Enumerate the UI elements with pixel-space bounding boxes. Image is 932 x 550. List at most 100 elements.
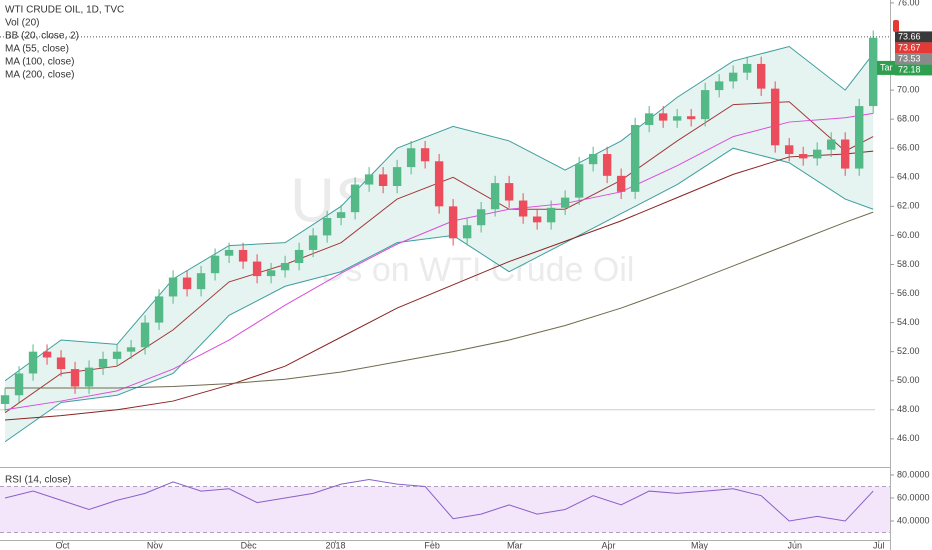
legend-indicator: Vol (20) [5, 18, 39, 29]
candle-body [700, 90, 710, 120]
candle-body [392, 167, 402, 186]
x-tick-label: Mar [507, 540, 523, 550]
candle-body [658, 113, 668, 121]
candle-body [252, 261, 262, 277]
candle-body [854, 106, 864, 169]
x-tick-label: Jun [788, 540, 803, 550]
candle-body [798, 154, 808, 159]
y-tick-label: 54.00 [897, 317, 920, 327]
candle-body [238, 249, 248, 262]
candle-body [602, 154, 612, 176]
candle-body [378, 174, 388, 186]
candle-body [182, 277, 192, 290]
candle-body [630, 124, 640, 192]
candle-body [336, 212, 346, 218]
candle-body [686, 116, 696, 120]
indicator-line [5, 150, 874, 421]
candle-body [420, 148, 430, 162]
x-tick-label: Jul [873, 540, 885, 550]
x-tick-label: 2018 [325, 540, 345, 550]
y-tick-label: 66.00 [897, 143, 920, 153]
legend-indicator: BB (20, close, 2) [5, 31, 79, 42]
candle-body [126, 347, 136, 352]
candle-body [476, 209, 486, 226]
candle-body [840, 139, 850, 169]
candle-body [462, 225, 472, 239]
candle-body [546, 207, 556, 223]
y-tick-label: 62.00 [897, 201, 920, 211]
candle-body [14, 373, 24, 396]
candle-body [784, 145, 794, 155]
x-tick-label: Dec [241, 540, 258, 550]
y-tick-label: 60.0000 [897, 492, 930, 502]
candle-body [196, 273, 206, 290]
candle-body [574, 164, 584, 198]
y-tick-label: 76.00 [897, 0, 920, 7]
candle-body [672, 116, 682, 121]
x-tick-label: Oct [55, 540, 70, 550]
candle-body [56, 357, 66, 370]
y-tick-label: 80.0000 [897, 469, 930, 479]
x-tick-label: Feb [424, 540, 440, 550]
candle-body [406, 148, 416, 168]
y-tick-label: 56.00 [897, 288, 920, 298]
y-tick-label: 40.0000 [897, 515, 930, 525]
price-label-box [895, 31, 932, 43]
y-tick-label: 52.00 [897, 346, 920, 356]
candle-body [42, 351, 52, 358]
x-tick-label: Nov [147, 540, 164, 550]
candle-body [224, 249, 234, 256]
candle-body [210, 255, 220, 274]
candle-body [168, 277, 178, 297]
bollinger-band-fill [5, 46, 874, 442]
candle-body [742, 63, 752, 73]
candle-body [518, 200, 528, 217]
candle-body [826, 139, 836, 150]
y-tick-label: 58.00 [897, 259, 920, 269]
price-label-box [895, 64, 932, 76]
price-label-box [895, 42, 932, 54]
price-label-box [895, 53, 932, 65]
candle-body [448, 206, 458, 239]
y-tick-label: 60.00 [897, 230, 920, 240]
target-label: Tar [880, 62, 893, 72]
candle-body [714, 81, 724, 91]
candle-body [756, 63, 766, 89]
candle-body [154, 296, 164, 323]
candle-body [770, 88, 780, 146]
candle-body [350, 184, 360, 213]
candle-body [616, 175, 626, 192]
candle-body [504, 183, 514, 201]
legend-indicator: MA (200, close) [5, 70, 74, 81]
legend-indicator: MA (55, close) [5, 44, 69, 55]
y-tick-label: 48.00 [897, 404, 920, 414]
rsi-title: RSI (14, close) [5, 475, 71, 486]
candle-body [308, 235, 318, 250]
price-label: 72.18 [898, 64, 921, 74]
price-label: 73.53 [898, 53, 921, 63]
rsi-line [4, 479, 874, 522]
candle-body [588, 154, 598, 165]
candle-body [532, 216, 542, 223]
candle-body [644, 113, 654, 125]
candle-body [560, 197, 570, 208]
candle-body [84, 367, 94, 387]
alert-marker [893, 20, 899, 32]
target-label-box [877, 60, 895, 75]
candle-body [364, 174, 374, 185]
indicator-line [4, 45, 874, 382]
candle-body [434, 161, 444, 207]
candle-body [140, 322, 150, 348]
x-tick-label: Apr [602, 540, 616, 550]
y-tick-label: 50.00 [897, 375, 920, 385]
x-tick-label: May [691, 540, 709, 550]
candle-body [280, 263, 290, 271]
y-tick-label: 46.00 [897, 433, 920, 443]
candle-body [294, 249, 304, 264]
price-label: 73.66 [898, 31, 921, 41]
candle-body [0, 395, 10, 404]
indicator-line [5, 211, 874, 389]
legend-indicator: MA (100, close) [5, 57, 74, 68]
candle-body [490, 183, 500, 210]
